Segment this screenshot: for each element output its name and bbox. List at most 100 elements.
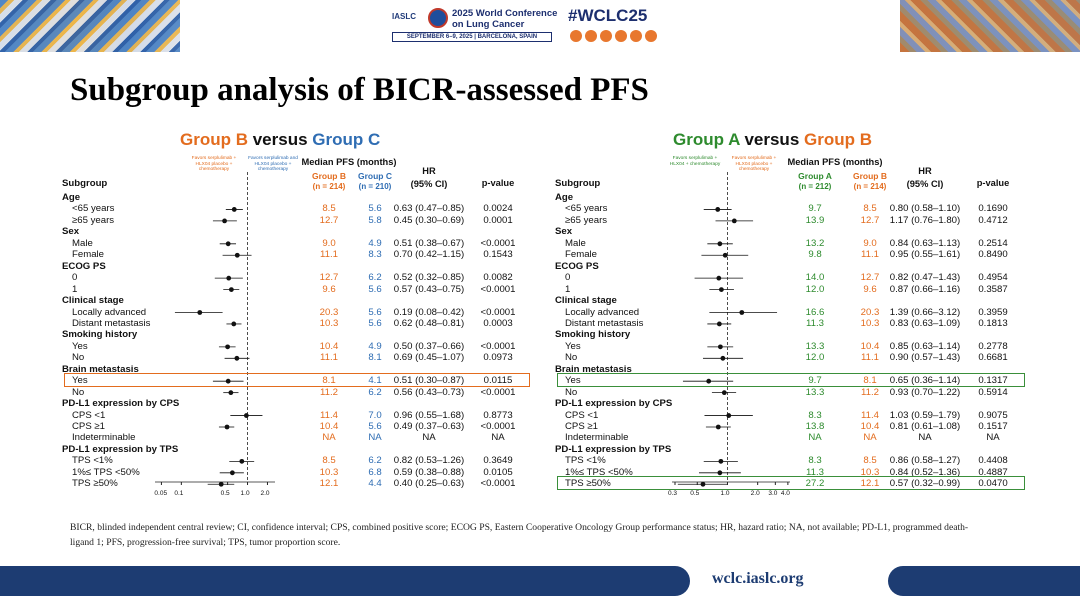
median-pfs-group-b: 12.7: [319, 214, 339, 226]
footer-bar-left: [0, 566, 690, 596]
subgroup-label: 1%≤ TPS <50%: [72, 466, 140, 478]
hazard-ratio-point: [739, 310, 745, 315]
median-pfs-group-c: 5.6: [368, 203, 382, 215]
subgroup-label: 0: [565, 272, 571, 284]
median-pfs-group-b: 20.3: [860, 306, 880, 318]
subgroup-category: Brain metastasis: [555, 363, 632, 375]
hazard-ratio-ci: 0.70 (0.42–1.15): [393, 249, 465, 261]
subgroup-label: Yes: [72, 340, 88, 352]
hr-ci-header: (95% CI): [410, 179, 448, 189]
subgroup-label: CPS ≥1: [72, 421, 105, 432]
subgroup-label: ≥65 years: [565, 214, 608, 226]
hazard-ratio-ci: 0.93 (0.70–1.22): [889, 386, 961, 398]
p-value: NA: [491, 432, 505, 444]
hazard-ratio-point: [700, 481, 706, 487]
hazard-ratio-ci: 0.65 (0.36–1.14): [889, 375, 961, 387]
hazard-ratio-ci: 0.45 (0.30–0.69): [393, 214, 465, 226]
subgroup-label: CPS <1: [565, 409, 599, 421]
median-pfs-group-a: 13.2: [805, 237, 825, 249]
subgroup-category: Clinical stage: [555, 295, 617, 307]
youtube-icon[interactable]: [630, 30, 642, 42]
hazard-ratio-point: [706, 378, 712, 384]
banner-center: [180, 0, 900, 52]
median-pfs-group-b: 11.1: [320, 249, 338, 261]
median-pfs-group-c: 4.4: [368, 478, 382, 490]
x-icon[interactable]: [600, 30, 612, 42]
median-pfs-group-b: NA: [863, 432, 877, 444]
median-pfs-group-a: 8.3: [808, 455, 822, 467]
forest-plot: [155, 172, 275, 487]
hazard-ratio-ci: 0.49 (0.37–0.63): [393, 421, 465, 432]
linkedin-icon[interactable]: [585, 30, 597, 42]
conference-name: 2025 World Conference on Lung Cancer: [452, 8, 558, 30]
x-axis-tick-label: 4.0: [780, 490, 790, 497]
hazard-ratio-ci: NA: [918, 432, 932, 444]
median-pfs-group-c: 8.3: [368, 249, 382, 261]
median-pfs-group-c: 5.6: [368, 306, 382, 318]
median-pfs-group-b: 11.1: [320, 352, 338, 364]
p-value: 0.4712: [978, 214, 1008, 226]
subgroup-label: No: [565, 352, 578, 364]
subgroup-label: Male: [72, 237, 93, 249]
median-pfs-group-c: 6.2: [368, 455, 382, 467]
hazard-ratio-point: [726, 413, 732, 418]
median-pfs-group-c: 4.9: [368, 340, 382, 352]
hazard-ratio-point: [234, 355, 240, 361]
hazard-ratio-ci: 0.40 (0.25–0.63): [393, 478, 465, 490]
group-label-second: Group B: [804, 130, 872, 149]
hazard-ratio-point: [716, 321, 722, 327]
hazard-ratio-point: [717, 470, 723, 476]
subgroup-label: <65 years: [565, 203, 608, 215]
subgroup-label: Female: [565, 249, 597, 261]
median-pfs-group-b: 12.7: [860, 272, 880, 284]
hazard-ratio-ci: 0.19 (0.08–0.42): [393, 306, 465, 318]
subgroup-label: 1: [565, 283, 571, 295]
hashtag: #WCLC25: [568, 6, 648, 25]
hr-header: HR: [422, 166, 436, 176]
hazard-ratio-point: [222, 218, 227, 224]
median-pfs-group-a: 8.3: [808, 409, 822, 421]
median-pfs-group-a: 9.7: [808, 375, 822, 387]
median-pfs-group-b: 9.0: [322, 237, 336, 249]
group-label-first: Group A: [673, 130, 740, 149]
hazard-ratio-ci: 0.57 (0.32–0.99): [889, 478, 961, 490]
highlight-box: [557, 373, 1025, 388]
p-value: 0.4408: [978, 455, 1008, 467]
col-header-g2-n: (n = 210): [358, 182, 392, 191]
p-value: 0.8490: [978, 249, 1008, 261]
subgroup-category: ECOG PS: [62, 260, 106, 272]
median-pfs-group-a: 14.0: [805, 272, 825, 284]
website-link[interactable]: wclc.iaslc.org: [712, 570, 804, 587]
p-value: 0.0003: [483, 317, 513, 329]
favors-left-label: Favors serplulimab + HLX04 + chemotherap…: [669, 156, 721, 167]
forest-panel-b-vs-c: Group B versus Group C Favors serplulimab…: [0, 0, 540, 520]
subgroup-label: No: [565, 386, 578, 398]
favors-left-label: Favors serplulimab + HLX04 placebo + che…: [191, 156, 237, 172]
x-axis-tick-label: 0.1: [174, 490, 184, 497]
hazard-ratio-point: [717, 241, 723, 247]
hazard-ratio-point: [731, 218, 737, 224]
median-pfs-group-b: 10.4: [319, 340, 339, 352]
subgroup-category: Smoking history: [62, 329, 138, 341]
wechat-icon[interactable]: [645, 30, 657, 42]
median-pfs-group-c: 6.2: [368, 272, 382, 284]
hazard-ratio-ci: 0.86 (0.58–1.27): [889, 455, 961, 467]
p-value: 0.0001: [483, 214, 513, 226]
median-pfs-group-a: 13.8: [805, 421, 825, 432]
x-axis-tick-label: 0.5: [690, 490, 700, 497]
p-value: 0.3959: [978, 306, 1008, 318]
x-axis-tick-label: 3.0: [768, 490, 778, 497]
median-pfs-group-b: 10.4: [860, 421, 880, 432]
subgroup-header: Subgroup: [555, 178, 601, 189]
subgroup-label: Yes: [565, 340, 581, 352]
x-axis-tick-label: 2.0: [750, 490, 760, 497]
favors-right-label: Favors serplulimab and HLX04 placebo + c…: [248, 156, 298, 172]
instagram-icon[interactable]: [615, 30, 627, 42]
hazard-ratio-ci: 0.84 (0.52–1.36): [889, 466, 961, 478]
facebook-icon[interactable]: [570, 30, 582, 42]
median-pfs-group-c: NA: [368, 432, 382, 444]
highlight-box: [64, 373, 530, 388]
col-header-g2: Group C: [358, 171, 392, 181]
x-axis-tick-label: 0.5: [220, 490, 230, 497]
hazard-ratio-ci: 0.57 (0.43–0.75): [393, 283, 465, 295]
